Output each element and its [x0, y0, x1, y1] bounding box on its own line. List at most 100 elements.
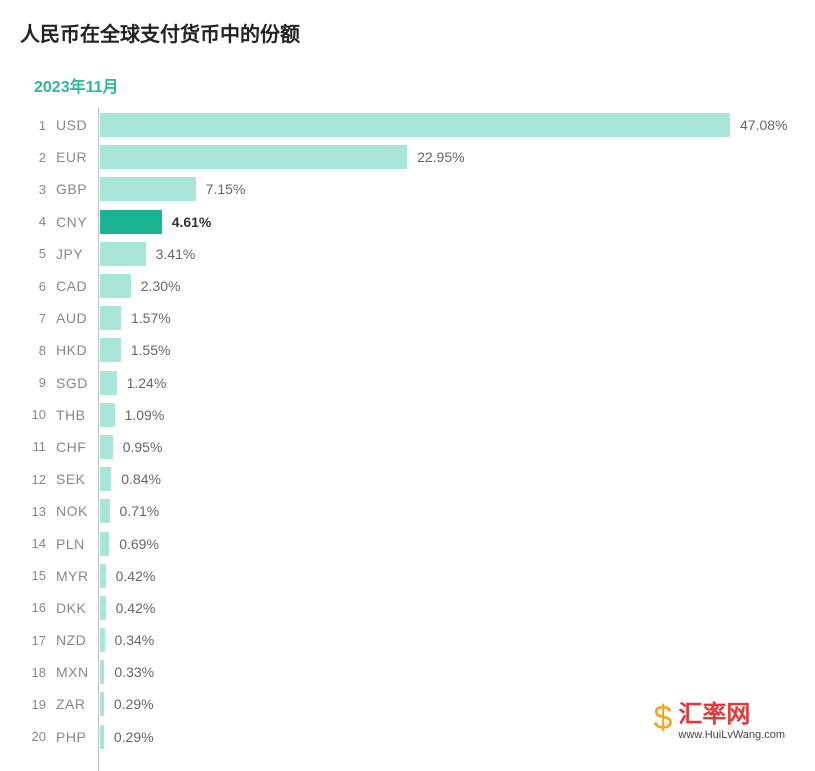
currency-code: NOK [46, 503, 100, 519]
bar [100, 242, 146, 266]
rank-number: 17 [20, 633, 46, 648]
bar [100, 371, 117, 395]
currency-code: USD [46, 117, 100, 133]
bar-area: 1.24% [100, 371, 795, 395]
page-title: 人民币在全球支付货币中的份额 [20, 18, 795, 47]
bar-value-label: 22.95% [417, 149, 464, 165]
bar [100, 403, 115, 427]
bar-area: 47.08% [100, 113, 795, 137]
rank-number: 13 [20, 504, 46, 519]
rank-number: 11 [20, 439, 46, 454]
chart-subtitle: 2023年11月 [34, 73, 795, 97]
rank-number: 7 [20, 311, 46, 326]
currency-code: CAD [46, 278, 100, 294]
currency-code: JPY [46, 246, 100, 262]
bar-row: 4CNY4.61% [20, 206, 795, 238]
rank-number: 16 [20, 600, 46, 615]
currency-code: THB [46, 407, 100, 423]
currency-code: CNY [46, 214, 100, 230]
bar-area: 0.34% [100, 628, 795, 652]
bar [100, 532, 109, 556]
bar-value-label: 3.41% [156, 246, 196, 262]
bar-value-label: 1.55% [131, 342, 171, 358]
bar-area: 0.71% [100, 499, 795, 523]
currency-code: PHP [46, 729, 100, 745]
bar-value-label: 0.34% [115, 632, 155, 648]
currency-icon: $ [654, 701, 673, 735]
bar-value-label: 0.71% [120, 503, 160, 519]
bar-area: 1.09% [100, 403, 795, 427]
bar-value-label: 0.69% [119, 536, 159, 552]
bar [100, 306, 121, 330]
bar [100, 467, 111, 491]
bar-row: 3GBP7.15% [20, 173, 795, 205]
bar-row: 8HKD 1.55% [20, 334, 795, 366]
bar-row: 7AUD 1.57% [20, 302, 795, 334]
currency-code: AUD [46, 310, 100, 326]
rank-number: 15 [20, 568, 46, 583]
currency-code: PLN [46, 536, 100, 552]
bar-row: 17NZD 0.34% [20, 624, 795, 656]
watermark-cn: 汇率网 [678, 694, 785, 729]
bar-row: 12SEK0.84% [20, 463, 795, 495]
bar-row: 18MXN0.33% [20, 656, 795, 688]
bar [100, 113, 730, 137]
bar-value-label: 47.08% [740, 117, 787, 133]
bar-row: 16DKK0.42% [20, 592, 795, 624]
bar-row: 1USD 47.08% [20, 109, 795, 141]
rank-number: 1 [20, 118, 46, 133]
bar [100, 596, 106, 620]
bar-value-label: 1.09% [125, 407, 165, 423]
rank-number: 10 [20, 407, 46, 422]
bar-row: 11CHF 0.95% [20, 431, 795, 463]
bar-value-label: 0.84% [121, 471, 161, 487]
bar-row: 2EUR22.95% [20, 141, 795, 173]
bar-area: 1.57% [100, 306, 795, 330]
bar-area: 0.33% [100, 660, 795, 684]
currency-bar-chart: 1USD47.08%2EUR22.95%3GBP7.15%4CNY4.61%5J… [20, 109, 795, 753]
bar-value-label: 0.42% [116, 568, 156, 584]
rank-number: 8 [20, 343, 46, 358]
bar-area: 3.41% [100, 242, 795, 266]
currency-code: MXN [46, 664, 100, 680]
currency-code: MYR [46, 568, 100, 584]
rank-number: 5 [20, 246, 46, 261]
watermark-url: www.HuiLvWang.com [678, 729, 785, 741]
bar-value-label: 1.24% [127, 375, 167, 391]
bar-row: 9SGD1.24% [20, 367, 795, 399]
currency-code: ZAR [46, 696, 100, 712]
bar [100, 338, 121, 362]
bar [100, 274, 131, 298]
rank-number: 6 [20, 279, 46, 294]
rank-number: 19 [20, 697, 46, 712]
bar-value-label: 0.95% [123, 439, 163, 455]
bar [100, 499, 110, 523]
bar-value-label: 0.29% [114, 696, 154, 712]
bar-area: 0.42% [100, 564, 795, 588]
bar-row: 15MYR 0.42% [20, 560, 795, 592]
bar-area: 1.55% [100, 338, 795, 362]
bar-value-label: 4.61% [172, 214, 212, 230]
watermark: $ 汇率网 www.HuiLvWang.com [654, 694, 786, 741]
bar [100, 210, 162, 234]
bar-row: 5JPY 3.41% [20, 238, 795, 270]
rank-number: 14 [20, 536, 46, 551]
bar [100, 660, 104, 684]
currency-code: DKK [46, 600, 100, 616]
rank-number: 12 [20, 472, 46, 487]
bar-row: 10THB 1.09% [20, 399, 795, 431]
bar [100, 692, 104, 716]
currency-code: NZD [46, 632, 100, 648]
bar [100, 628, 105, 652]
currency-code: HKD [46, 342, 100, 358]
bar-value-label: 0.29% [114, 729, 154, 745]
bar-area: 2.30% [100, 274, 795, 298]
bar-value-label: 1.57% [131, 310, 171, 326]
bar-area: 0.84% [100, 467, 795, 491]
bar-area: 22.95% [100, 145, 795, 169]
currency-code: EUR [46, 149, 100, 165]
rank-number: 3 [20, 182, 46, 197]
bar [100, 564, 106, 588]
bar-value-label: 0.33% [114, 664, 154, 680]
currency-code: CHF [46, 439, 100, 455]
